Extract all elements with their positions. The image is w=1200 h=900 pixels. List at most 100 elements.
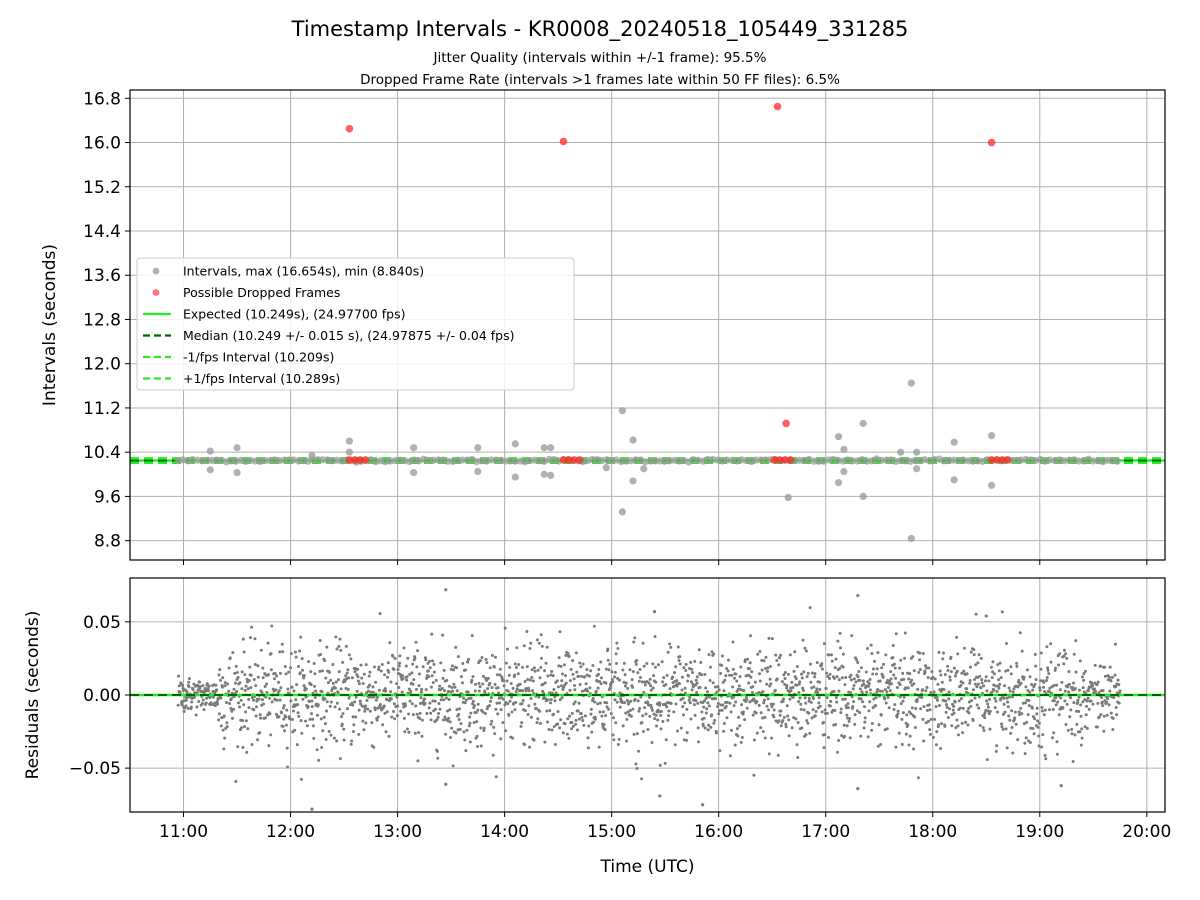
residual-point xyxy=(205,696,209,700)
interval-outlier-point xyxy=(345,437,354,445)
residual-point xyxy=(536,717,540,721)
residual-point xyxy=(748,700,752,704)
residual-point xyxy=(817,696,821,700)
residual-point xyxy=(728,701,732,705)
residual-point xyxy=(207,684,211,688)
residual-point xyxy=(436,715,440,719)
residual-point xyxy=(429,711,433,715)
residual-point xyxy=(378,612,382,616)
residual-point xyxy=(535,638,539,642)
residual-point xyxy=(558,698,562,702)
residual-point xyxy=(417,730,421,734)
residual-point xyxy=(1068,715,1072,719)
residual-point xyxy=(915,698,919,702)
dropped-frame-point xyxy=(565,456,573,464)
residual-point xyxy=(341,660,345,664)
residual-point xyxy=(563,722,567,726)
dropped-frame-point xyxy=(993,456,1001,464)
residual-point xyxy=(820,662,824,666)
residual-point xyxy=(523,742,527,746)
residual-point xyxy=(658,763,662,767)
residual-point xyxy=(1045,645,1049,649)
residual-point xyxy=(946,716,950,720)
residual-point xyxy=(320,669,324,673)
residual-point xyxy=(323,697,327,701)
residual-point xyxy=(919,707,923,711)
residual-point xyxy=(289,652,293,656)
residual-point xyxy=(457,718,461,722)
residual-point xyxy=(389,680,393,684)
residual-point xyxy=(887,706,891,710)
residual-point xyxy=(1039,679,1043,683)
residual-point xyxy=(275,674,279,678)
residual-point xyxy=(485,661,489,665)
residual-point xyxy=(955,718,959,722)
interval-outlier-point xyxy=(897,448,905,456)
residual-point xyxy=(1033,653,1037,657)
residual-point xyxy=(269,733,273,737)
residual-point xyxy=(580,674,584,678)
residual-point xyxy=(960,671,964,675)
residual-point xyxy=(894,632,898,636)
residual-point xyxy=(245,750,249,754)
residual-point xyxy=(392,709,396,713)
residual-point xyxy=(556,710,560,714)
residual-point xyxy=(785,686,789,690)
residual-point xyxy=(979,656,983,660)
residual-point xyxy=(743,718,747,722)
top-y-tick-label: 8.8 xyxy=(94,532,121,552)
residual-point xyxy=(522,644,526,648)
residual-point xyxy=(1100,695,1104,699)
residual-point xyxy=(641,730,645,734)
residual-point xyxy=(908,672,912,676)
residual-point xyxy=(1007,686,1011,690)
dropped-frame-point xyxy=(998,456,1007,464)
residual-point xyxy=(268,696,272,700)
residual-point xyxy=(300,731,304,735)
residual-point xyxy=(382,704,386,708)
residual-point xyxy=(638,676,642,680)
residual-point xyxy=(312,661,316,665)
dropped-frame-point xyxy=(361,456,370,464)
residual-point xyxy=(447,698,451,702)
residual-point xyxy=(990,690,994,694)
residual-point xyxy=(862,682,866,686)
residual-point xyxy=(832,676,836,680)
residual-point xyxy=(587,724,591,728)
residual-point xyxy=(571,724,575,728)
x-tick-label: 20:00 xyxy=(1122,822,1171,842)
residual-point xyxy=(510,710,514,714)
residual-point xyxy=(1010,725,1014,729)
residual-point xyxy=(850,634,854,638)
residual-point xyxy=(302,684,306,688)
residual-point xyxy=(222,747,226,751)
residual-point xyxy=(852,683,856,687)
residual-point xyxy=(718,749,722,753)
top-plot-axes: 8.89.610.411.212.012.813.614.415.216.016… xyxy=(83,89,1166,565)
residual-point xyxy=(488,681,492,685)
residual-point xyxy=(324,737,328,741)
residual-point xyxy=(813,714,817,718)
residual-point xyxy=(904,686,908,690)
residual-point xyxy=(361,682,365,686)
interval-outlier-point xyxy=(950,476,958,484)
residual-point xyxy=(807,696,811,700)
residual-point xyxy=(426,661,430,665)
residual-point xyxy=(768,665,772,669)
residual-point xyxy=(1058,688,1062,692)
residual-point xyxy=(462,696,466,700)
dropped-frame-point xyxy=(575,456,584,464)
residual-point xyxy=(892,673,896,677)
residual-point xyxy=(891,656,895,660)
residual-point xyxy=(452,682,456,686)
residual-point xyxy=(496,691,500,695)
residual-point xyxy=(902,677,906,681)
residual-point xyxy=(644,712,648,716)
residual-point xyxy=(254,714,258,718)
residual-point xyxy=(852,700,856,704)
residual-point xyxy=(764,655,768,659)
residual-point xyxy=(661,680,665,684)
residual-point xyxy=(217,673,221,677)
residual-point xyxy=(1084,713,1088,717)
residual-point xyxy=(354,695,358,699)
